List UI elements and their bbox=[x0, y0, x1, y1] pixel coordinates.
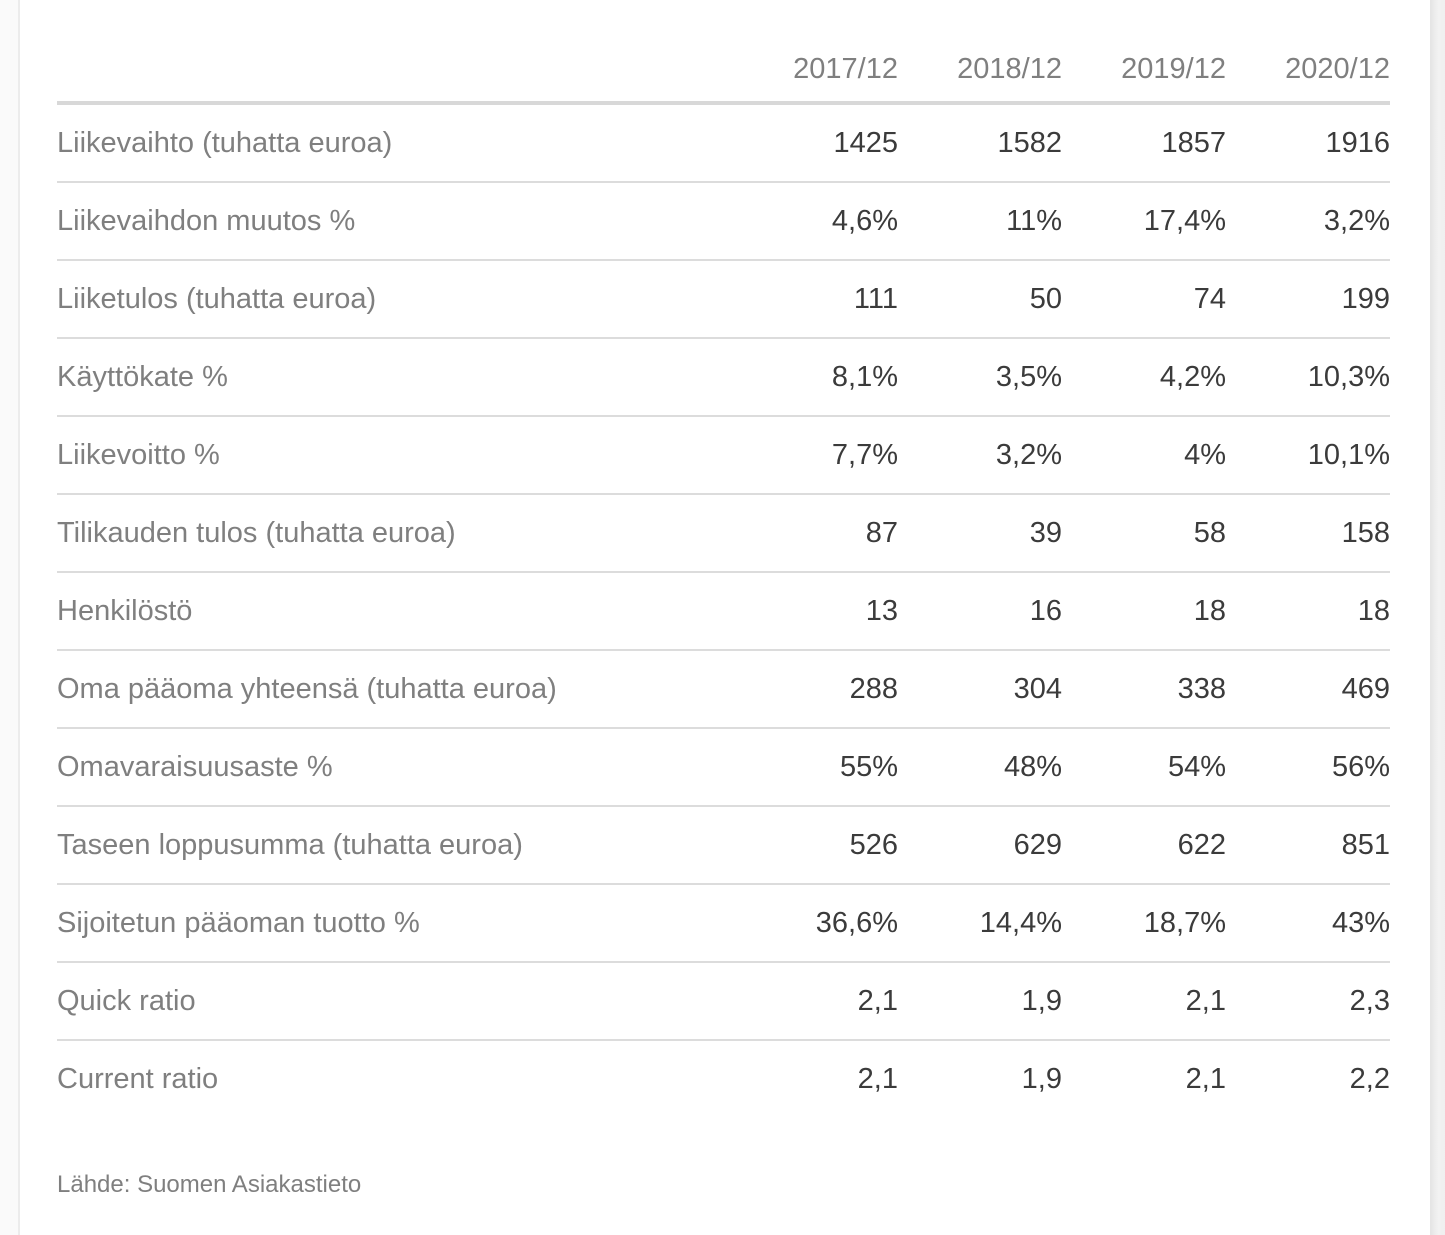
row-label: Käyttökate % bbox=[57, 338, 734, 417]
table-row-liiketulos: Liiketulos (tuhatta euroa) 111 50 74 199 bbox=[57, 260, 1390, 339]
cell-value: 3,5% bbox=[898, 338, 1062, 417]
cell-value: 2,1 bbox=[734, 962, 898, 1041]
cell-value: 111 bbox=[734, 260, 898, 339]
column-header-2018-12: 2018/12 bbox=[898, 0, 1062, 105]
cell-value: 304 bbox=[898, 650, 1062, 729]
cell-value: 2,1 bbox=[857, 1063, 898, 1095]
row-label: Liikevaihdon muutos % bbox=[57, 182, 734, 261]
cell-value: 10,1% bbox=[1226, 416, 1390, 495]
cell-value: 7,7% bbox=[734, 416, 898, 495]
column-header-metric bbox=[57, 0, 734, 105]
table-row-current-ratio: Current ratio 2,1 1,9 2,1 2,2 bbox=[57, 1040, 1390, 1117]
scrollbar-track[interactable] bbox=[1430, 0, 1445, 1235]
row-label: Taseen loppusumma (tuhatta euroa) bbox=[57, 806, 734, 885]
table-header-row: 2017/12 2018/12 2019/12 2020/12 bbox=[57, 0, 1390, 105]
table-row-liikevaihdon-muutos: Liikevaihdon muutos % 4,6% 11% 17,4% 3,2… bbox=[57, 182, 1390, 261]
table-row-kayttokate: Käyttökate % 8,1% 3,5% 4,2% 10,3% bbox=[57, 338, 1390, 417]
cell-value: 55% bbox=[734, 728, 898, 807]
cell-value: 158 bbox=[1226, 494, 1390, 573]
table-row-liikevoitto: Liikevoitto % 7,7% 3,2% 4% 10,1% bbox=[57, 416, 1390, 495]
cell-value: 288 bbox=[734, 650, 898, 729]
cell-value: 54% bbox=[1062, 728, 1226, 807]
cell-value: 8,1% bbox=[734, 338, 898, 417]
column-header-2017-12: 2017/12 bbox=[734, 0, 898, 105]
table-row-quick-ratio: Quick ratio 2,1 1,9 2,1 2,3 bbox=[57, 962, 1390, 1041]
cell-value: 16 bbox=[898, 572, 1062, 651]
table-row-omavaraisuusaste: Omavaraisuusaste % 55% 48% 54% 56% bbox=[57, 728, 1390, 807]
cell-value: 4,2% bbox=[1062, 338, 1226, 417]
cell-value: 629 bbox=[898, 806, 1062, 885]
table-row-liikevaihto: Liikevaihto (tuhatta euroa) 1425 1582 18… bbox=[57, 103, 1390, 183]
row-label: Liikevoitto % bbox=[57, 416, 734, 495]
cell-value: 3,2% bbox=[898, 416, 1062, 495]
cell-value: 1857 bbox=[1062, 103, 1226, 183]
cell-value: 1,9 bbox=[1021, 1063, 1062, 1095]
cell-value: 18 bbox=[1062, 572, 1226, 651]
cell-value: 1916 bbox=[1226, 103, 1390, 183]
column-header-2020-12: 2020/12 bbox=[1226, 0, 1390, 105]
row-label: Omavaraisuusaste % bbox=[57, 728, 734, 807]
cell-value: 851 bbox=[1226, 806, 1390, 885]
table-row-tilikauden-tulos: Tilikauden tulos (tuhatta euroa) 87 39 5… bbox=[57, 494, 1390, 573]
financial-table-panel: 2017/12 2018/12 2019/12 2020/12 Liikevai… bbox=[18, 0, 1430, 1235]
cell-value: 50 bbox=[898, 260, 1062, 339]
row-label: Current ratio bbox=[57, 1063, 219, 1095]
cell-value: 2,2 bbox=[1349, 1063, 1390, 1095]
cell-value: 11% bbox=[898, 182, 1062, 261]
cell-value: 36,6% bbox=[734, 884, 898, 963]
table-row-oma-paaoma: Oma pääoma yhteensä (tuhatta euroa) 288 … bbox=[57, 650, 1390, 729]
cell-value: 48% bbox=[898, 728, 1062, 807]
cell-value: 526 bbox=[734, 806, 898, 885]
cell-value: 13 bbox=[734, 572, 898, 651]
cell-value: 14,4% bbox=[898, 884, 1062, 963]
row-label: Sijoitetun pääoman tuotto % bbox=[57, 884, 734, 963]
cell-value: 4,6% bbox=[734, 182, 898, 261]
cell-value: 18,7% bbox=[1062, 884, 1226, 963]
cell-value: 18 bbox=[1226, 572, 1390, 651]
row-label: Liikevaihto (tuhatta euroa) bbox=[57, 103, 734, 183]
cell-value: 39 bbox=[898, 494, 1062, 573]
cell-value: 2,1 bbox=[1062, 962, 1226, 1041]
cell-value: 622 bbox=[1062, 806, 1226, 885]
cell-value: 1,9 bbox=[898, 962, 1062, 1041]
cell-value: 56% bbox=[1226, 728, 1390, 807]
financial-figures-table: 2017/12 2018/12 2019/12 2020/12 Liikevai… bbox=[57, 0, 1390, 1117]
cell-value: 17,4% bbox=[1062, 182, 1226, 261]
cell-value: 10,3% bbox=[1226, 338, 1390, 417]
table-row-sijoitetun-paaoman-tuotto: Sijoitetun pääoman tuotto % 36,6% 14,4% … bbox=[57, 884, 1390, 963]
column-header-2019-12: 2019/12 bbox=[1062, 0, 1226, 105]
cell-value: 2,1 bbox=[1185, 1063, 1226, 1095]
source-note: Lähde: Suomen Asiakastieto bbox=[57, 1171, 362, 1198]
cell-value: 469 bbox=[1226, 650, 1390, 729]
cell-value: 74 bbox=[1062, 260, 1226, 339]
row-label: Tilikauden tulos (tuhatta euroa) bbox=[57, 494, 734, 573]
cell-value: 87 bbox=[734, 494, 898, 573]
cell-value: 1582 bbox=[898, 103, 1062, 183]
cell-value: 4% bbox=[1062, 416, 1226, 495]
row-label: Quick ratio bbox=[57, 962, 734, 1041]
row-label: Henkilöstö bbox=[57, 572, 734, 651]
table-row-henkilosto: Henkilöstö 13 16 18 18 bbox=[57, 572, 1390, 651]
row-label: Oma pääoma yhteensä (tuhatta euroa) bbox=[57, 650, 734, 729]
table-row-taseen-loppusumma: Taseen loppusumma (tuhatta euroa) 526 62… bbox=[57, 806, 1390, 885]
cell-value: 199 bbox=[1226, 260, 1390, 339]
panel-content: 2017/12 2018/12 2019/12 2020/12 Liikevai… bbox=[20, 0, 1430, 1197]
cell-value: 58 bbox=[1062, 494, 1226, 573]
cell-value: 43% bbox=[1226, 884, 1390, 963]
cell-value: 3,2% bbox=[1226, 182, 1390, 261]
cell-value: 338 bbox=[1062, 650, 1226, 729]
row-label: Liiketulos (tuhatta euroa) bbox=[57, 260, 734, 339]
cell-value: 1425 bbox=[734, 103, 898, 183]
cell-value: 2,3 bbox=[1226, 962, 1390, 1041]
